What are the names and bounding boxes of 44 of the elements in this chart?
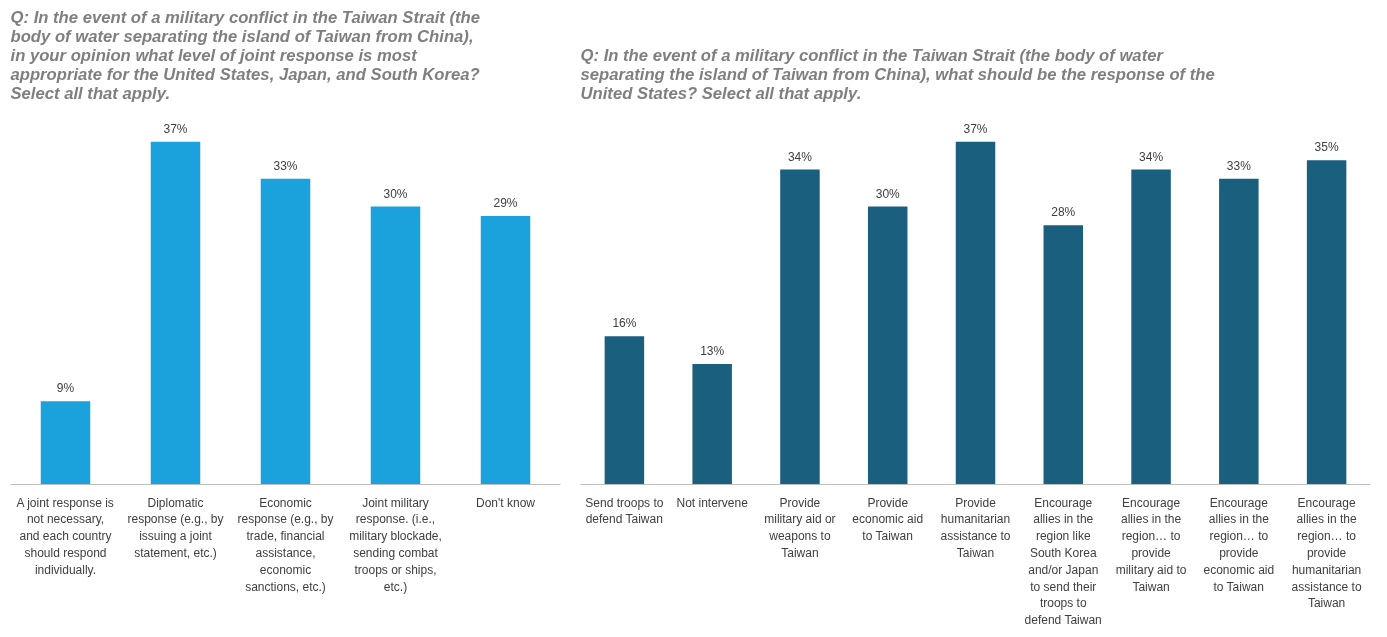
data-label: 30% [875, 186, 901, 201]
x-tick-label: Economic response (e.g., by trade, financial assistance, economic sanctions, etc.) [237, 495, 334, 594]
bar [692, 364, 732, 485]
data-label: 13% [700, 344, 725, 359]
x-tick-label: Provide economic aid to Taiwan [852, 495, 924, 544]
bar [867, 206, 908, 485]
bar [150, 141, 201, 485]
bar [40, 401, 91, 485]
x-tick-label: Encourage allies in the region… to provide humanitarian assistance to Taiwan [1291, 495, 1362, 611]
data-label: 30% [383, 186, 408, 201]
data-label: 37% [163, 121, 188, 136]
x-tick-label: Not intervene [676, 495, 749, 510]
chart-title: Q: In the event of a military conflict in the Taiwan Strait (the body of water separating the island of Taiwan from China), what should be the response of the United States? Select all that apply. [580, 45, 1215, 103]
bar [260, 178, 311, 485]
bar [955, 141, 996, 485]
bar [780, 169, 820, 485]
bar [1043, 225, 1084, 485]
bar [1131, 169, 1171, 485]
x-tick-label: Don't know [476, 495, 536, 510]
x-tick-label: Diplomatic response (e.g., by issuing a joint statement, etc.) [127, 495, 224, 560]
bar [370, 206, 421, 485]
data-label: 29% [493, 195, 518, 210]
data-label: 16% [612, 316, 637, 331]
x-tick-label: Joint military response. (i.e., military blockade, sending combat troops or ships, etc.) [349, 495, 442, 594]
data-label: 9% [56, 381, 75, 396]
data-label: 28% [1051, 205, 1076, 220]
x-tick-label: Encourage allies in the region like South Korea and/or Japan to send their troops to defend Taiwan [1024, 495, 1102, 628]
x-tick-label: Encourage allies in the region… to provide economic aid to Taiwan [1203, 495, 1275, 594]
data-label: 35% [1314, 140, 1339, 155]
x-tick-label: A joint response is not necessary, and each country should respond individually. [16, 495, 114, 577]
x-tick-label: Provide humanitarian assistance to Taiwan [940, 495, 1011, 560]
data-label: 34% [1139, 149, 1164, 164]
bar [1306, 160, 1347, 485]
x-tick-label: Send troops to defend Taiwan [585, 495, 664, 527]
bar [604, 336, 645, 485]
bar [1219, 178, 1259, 485]
data-label: 33% [1226, 158, 1252, 173]
chart-title: Q: In the event of a military conflict in the Taiwan Strait (the body of water separating the island of Taiwan from China), in your opinion what level of joint response is most appropriate for the United States, Japan, and South Korea? Select all that apply. [10, 7, 481, 103]
data-label: 37% [963, 121, 988, 136]
data-label: 34% [787, 149, 813, 164]
x-tick-label: Provide military aid or weapons to Taiwan [764, 495, 836, 560]
x-tick-label: Encourage allies in the region… to provide military aid to Taiwan [1115, 495, 1187, 594]
bar [480, 215, 531, 485]
data-label: 33% [273, 158, 298, 173]
